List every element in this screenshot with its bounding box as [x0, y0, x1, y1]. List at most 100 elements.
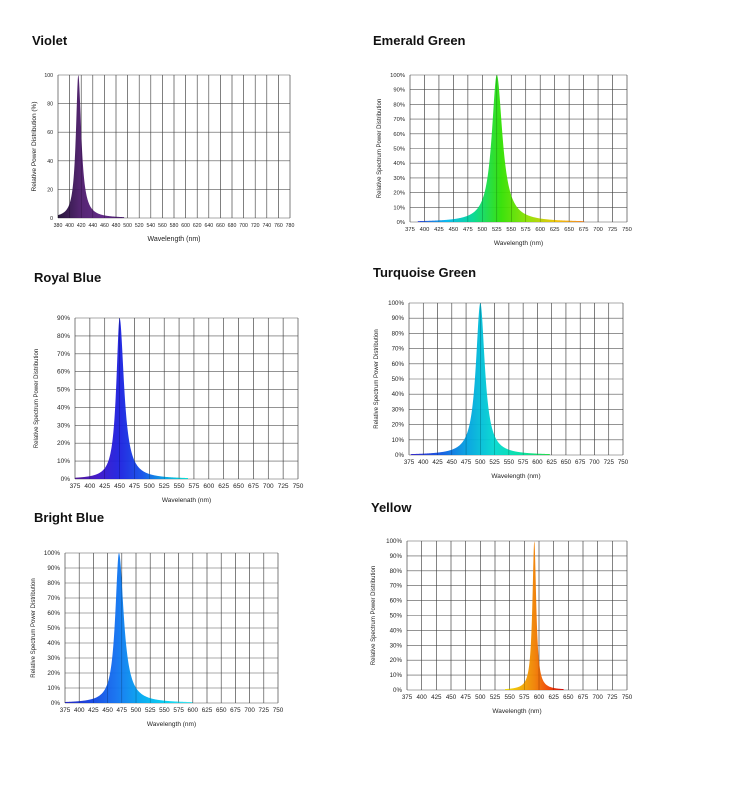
- x-axis-label: Wavelength (nm): [494, 240, 543, 247]
- x-tick-label: 400: [418, 459, 429, 466]
- x-axis-label: Wavelength (nm): [492, 708, 541, 715]
- chart-title: Turquoise Green: [373, 265, 477, 280]
- x-tick-label: 725: [278, 483, 289, 490]
- x-tick-label: 575: [189, 483, 200, 490]
- x-tick-label: 475: [461, 694, 472, 701]
- x-tick-label: 700: [244, 707, 255, 714]
- chart-plot: 380 400 420 440 460 480 500 520 540 560 580 600 620 6…: [31, 73, 294, 243]
- x-tick-label: 700: [589, 459, 600, 466]
- x-tick-label: 500: [477, 227, 487, 233]
- y-axis-label: Relative Spectrum Power Distribution: [34, 349, 40, 448]
- x-tick-label: 550: [505, 694, 516, 701]
- x-tick-label: 725: [259, 707, 270, 714]
- y-tick-label: 50%: [47, 625, 60, 632]
- x-tick-label: 675: [230, 707, 241, 714]
- y-tick-label: 80%: [393, 102, 405, 108]
- x-tick-label: 525: [490, 694, 501, 701]
- x-tick-label: 520: [135, 223, 144, 229]
- x-tick-label: 725: [607, 694, 618, 701]
- y-axis-label: Relative Spectrum Power Distribution: [374, 329, 380, 428]
- x-tick-label: 650: [233, 483, 244, 490]
- y-tick-label: 0%: [395, 452, 404, 459]
- chart-plot: 375 400 425 450 475 500 525 550 575 600 625 650 675 7…: [31, 550, 284, 728]
- gridlines-overlay: [408, 303, 624, 455]
- chart-turquoise-green: Turquoise Green 375 400 425 450 475 500 525 550…: [365, 265, 731, 505]
- chart-plot: 375 400 425 450 475 500 525 550 575 600 625 650 675 7…: [371, 538, 633, 715]
- y-tick-label: 100%: [390, 73, 405, 79]
- y-tick-label: 40%: [392, 391, 405, 398]
- y-tick-label: 0%: [61, 476, 71, 483]
- y-tick-label: 20: [47, 187, 53, 193]
- chart-violet: Violet 380 400 420 440 460 480 500 520 540 560 580…: [0, 0, 365, 265]
- gridlines-overlay: [57, 75, 291, 218]
- x-tick-label: 650: [563, 694, 574, 701]
- y-axis-label: Relative Spectrum Power Distribution: [377, 99, 383, 198]
- y-tick-label: 0%: [51, 700, 61, 707]
- y-tick-label: 10%: [390, 672, 403, 679]
- chart-emerald-green: Emerald Green 375 400 425 450 475 500 525 550 57…: [365, 0, 731, 265]
- gridlines: [74, 317, 299, 480]
- x-tick-label: 675: [579, 227, 589, 233]
- x-tick-label: 575: [518, 459, 529, 466]
- x-tick-label: 575: [521, 227, 531, 233]
- x-tick-label: 500: [475, 694, 486, 701]
- x-tick-label: 400: [420, 227, 430, 233]
- y-tick-label: 90%: [57, 315, 70, 322]
- x-tick-label: 500: [131, 707, 142, 714]
- x-tick-label: 740: [262, 223, 271, 229]
- x-tick-label: 460: [100, 223, 109, 229]
- x-axis-label: Wavelength (nm): [147, 236, 200, 243]
- x-axis-label: Wavelength (nm): [147, 721, 196, 728]
- y-tick-label: 40%: [393, 161, 405, 167]
- chart-title: Bright Blue: [34, 510, 105, 525]
- x-tick-label: 600: [532, 459, 543, 466]
- x-tick-label: 625: [547, 459, 558, 466]
- x-tick-label: 475: [117, 707, 128, 714]
- x-tick-label: 375: [402, 694, 413, 701]
- y-tick-label: 60%: [393, 132, 405, 138]
- chart-title: Emerald Green: [373, 33, 466, 48]
- y-tick-label: 30%: [47, 655, 60, 662]
- chart-plot: 375 400 425 450 475 500 525 550 575 600 625 650 675 7…: [34, 315, 304, 504]
- x-tick-label: 440: [88, 223, 97, 229]
- x-tick-label: 600: [534, 694, 545, 701]
- x-tick-label: 575: [173, 707, 184, 714]
- x-tick-label: 650: [564, 227, 574, 233]
- x-tick-label: 500: [475, 459, 486, 466]
- y-tick-label: 100%: [386, 538, 402, 545]
- x-tick-label: 620: [193, 223, 202, 229]
- y-tick-label: 50%: [392, 376, 405, 383]
- x-tick-label: 700: [239, 223, 248, 229]
- x-tick-label: 750: [622, 227, 632, 233]
- spectrum-curve: [417, 75, 585, 222]
- chart-plot: 375 400 425 450 475 500 525 550 575 600 625 650 675 7…: [377, 73, 632, 247]
- x-tick-label: 675: [575, 459, 586, 466]
- y-tick-label: 70%: [392, 346, 405, 353]
- x-tick-label: 475: [129, 483, 140, 490]
- x-tick-label: 680: [228, 223, 237, 229]
- x-tick-label: 625: [202, 707, 213, 714]
- chart-title: Yellow: [371, 500, 412, 515]
- x-tick-label: 425: [88, 707, 99, 714]
- gridlines: [406, 540, 628, 691]
- x-tick-label: 650: [561, 459, 572, 466]
- x-tick-label: 475: [461, 459, 472, 466]
- y-tick-label: 30%: [392, 406, 405, 413]
- y-tick-label: 50%: [393, 147, 405, 153]
- y-tick-label: 70%: [390, 583, 403, 590]
- chart-yellow: Yellow 375 400 425 450 475 500 525 550 575 600 625…: [365, 500, 731, 800]
- y-tick-label: 20%: [393, 191, 405, 197]
- x-tick-label: 675: [248, 483, 259, 490]
- y-tick-label: 90%: [393, 88, 405, 94]
- y-axis-label: Relative Spectrum Power Distribution: [371, 566, 377, 665]
- gridlines-overlay: [409, 75, 628, 222]
- y-tick-label: 40%: [390, 627, 403, 634]
- x-tick-label: 600: [181, 223, 190, 229]
- x-tick-label: 500: [123, 223, 132, 229]
- x-tick-label: 400: [84, 483, 95, 490]
- y-tick-label: 30%: [57, 422, 70, 429]
- x-tick-label: 750: [622, 694, 633, 701]
- x-tick-label: 725: [608, 227, 618, 233]
- y-tick-label: 0: [50, 216, 53, 222]
- x-tick-label: 700: [263, 483, 274, 490]
